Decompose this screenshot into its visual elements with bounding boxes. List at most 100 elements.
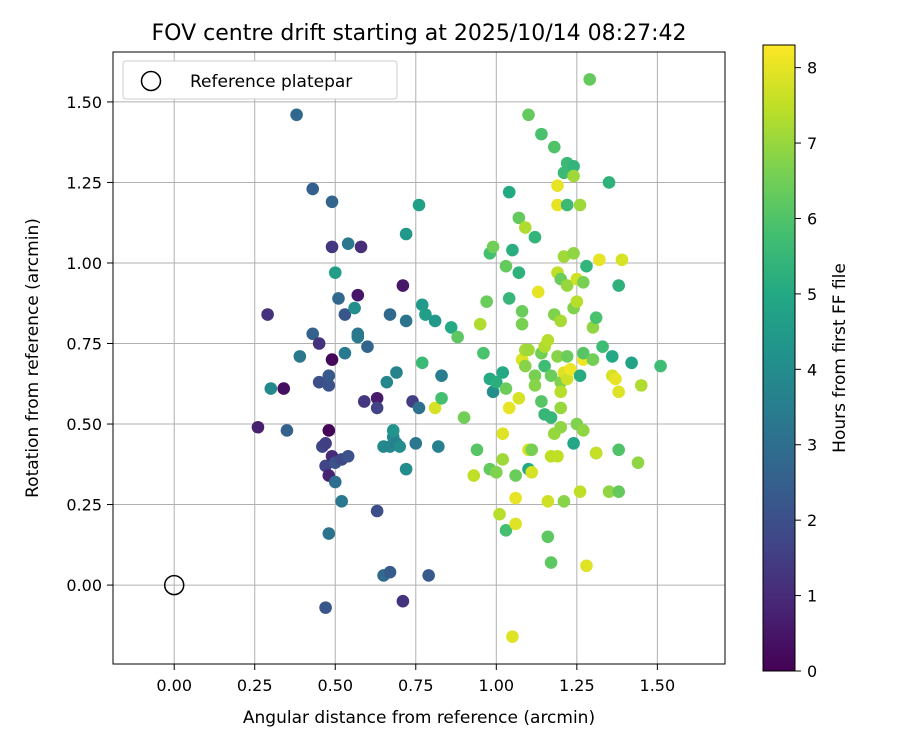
colorbar-tick-label: 7 (807, 134, 817, 153)
legend-marker (140, 70, 162, 92)
data-point (586, 321, 600, 334)
data-point (348, 301, 361, 315)
data-point (319, 601, 332, 614)
data-point (409, 437, 423, 450)
plot-frame (112, 51, 726, 665)
colorbar: 0 1 2 3 4 5 6 7 8 Hours from first FF file (762, 44, 850, 681)
data-point (506, 243, 519, 257)
data-point (435, 369, 448, 383)
data-point (290, 108, 303, 122)
data-point (312, 375, 326, 389)
data-point (573, 369, 587, 383)
data-point (386, 424, 400, 437)
data-point (412, 401, 426, 415)
x-tick-label: 0.00 (156, 676, 192, 695)
colorbar-tick-label: 2 (807, 511, 817, 530)
colorbar-tick-label: 5 (807, 285, 817, 304)
data-point (328, 266, 342, 279)
data-point (515, 317, 529, 331)
data-point (544, 369, 558, 383)
y-tick-label: 1.00 (66, 254, 102, 273)
data-point (615, 253, 629, 267)
y-axis-ticks: 0.00 0.25 0.50 0.75 1.00 1.25 1.50 (66, 93, 113, 595)
data-point (332, 292, 345, 305)
x-axis-label: Angular distance from reference (arcmin) (243, 708, 595, 728)
data-point (564, 362, 577, 376)
data-point (396, 594, 410, 608)
data-point (560, 372, 574, 386)
data-point (506, 630, 519, 643)
data-point (435, 391, 448, 405)
x-tick-label: 1.50 (640, 676, 676, 695)
data-point (422, 569, 435, 582)
data-point (605, 350, 619, 363)
colorbar-tick-label: 1 (807, 587, 817, 606)
data-point (528, 369, 542, 383)
y-tick-label: 0.00 (66, 576, 102, 595)
data-point (531, 285, 545, 299)
x-tick-label: 1.00 (478, 676, 514, 695)
x-tick-label: 0.50 (317, 676, 353, 695)
data-point (399, 462, 413, 476)
data-point (370, 504, 384, 518)
data-point (432, 440, 445, 453)
data-point (544, 411, 558, 424)
data-point (457, 411, 471, 424)
colorbar-tick-label: 8 (807, 59, 817, 78)
data-point (535, 395, 548, 408)
data-point (473, 317, 487, 331)
data-point (499, 524, 513, 537)
x-axis-ticks: 0.00 0.25 0.50 0.75 1.00 1.25 1.50 (156, 664, 675, 695)
chart-title: FOV centre drift starting at 2025/10/14 … (152, 21, 687, 46)
data-point (541, 333, 555, 347)
data-point (293, 350, 307, 363)
data-point (547, 140, 561, 154)
data-point (512, 391, 526, 405)
reference-point-marker (163, 574, 185, 596)
data-point (631, 456, 645, 469)
data-point (560, 198, 574, 212)
data-point (554, 401, 568, 415)
data-point (393, 440, 406, 453)
data-point (486, 385, 500, 399)
data-point (525, 443, 539, 457)
data-point (396, 279, 410, 292)
data-point (486, 240, 500, 254)
data-point (528, 379, 542, 392)
data-point (264, 382, 278, 395)
data-point (509, 469, 522, 482)
data-point (570, 295, 584, 308)
data-point (341, 449, 355, 463)
data-point (557, 495, 571, 508)
data-point (502, 401, 516, 415)
data-point (522, 108, 535, 122)
data-point (322, 527, 336, 540)
y-tick-label: 0.75 (66, 335, 102, 354)
data-point (541, 530, 555, 544)
data-point (612, 443, 626, 457)
data-point (573, 485, 587, 498)
data-point (322, 379, 336, 392)
data-point (496, 453, 510, 466)
data-point (580, 559, 593, 573)
colorbar-ticks: 0 1 2 3 4 5 6 7 8 (795, 59, 817, 681)
data-point (428, 401, 442, 415)
data-point (380, 375, 394, 389)
data-point (580, 259, 593, 273)
data-point (576, 346, 590, 360)
data-point (496, 366, 510, 379)
data-point (319, 459, 332, 473)
data-point (499, 382, 513, 395)
data-point (573, 198, 587, 212)
data-point (251, 420, 265, 434)
data-point (467, 469, 481, 482)
data-point (502, 292, 516, 305)
data-point (383, 308, 397, 321)
data-point (509, 517, 522, 531)
data-point (319, 437, 332, 450)
data-point (551, 198, 564, 212)
data-point (412, 198, 426, 212)
legend-label: Reference platepar (190, 72, 352, 92)
data-point (470, 443, 484, 457)
data-point (544, 556, 558, 569)
